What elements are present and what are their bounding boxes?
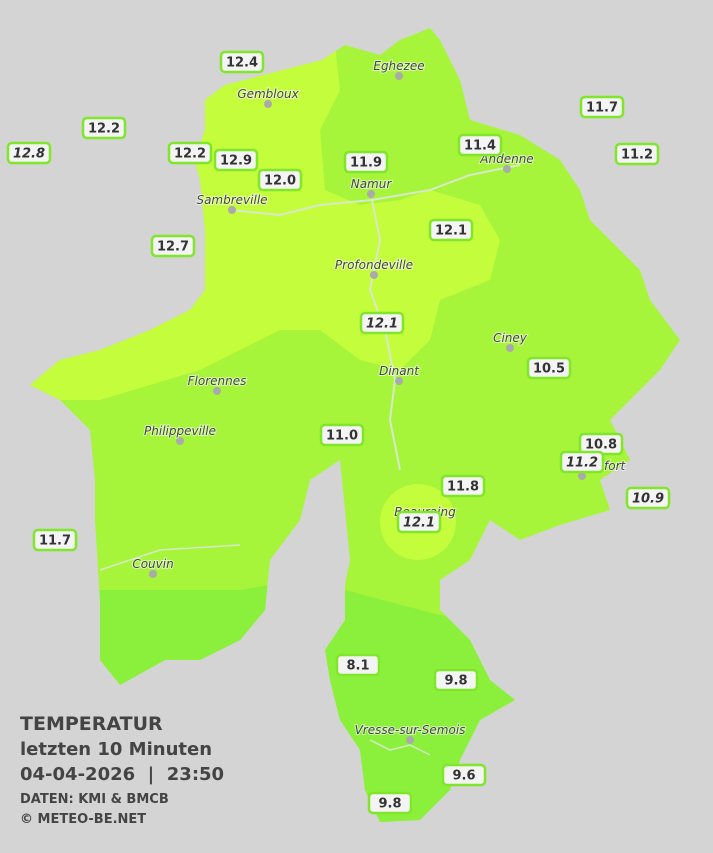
city-label: Sambreville [196,193,267,207]
city-label: Eghezee [373,59,424,73]
legend-title: TEMPERATUR [20,713,163,735]
station-box [559,450,605,474]
river [369,739,431,756]
city-label: Gembloux [237,87,299,101]
station-box [625,486,671,510]
station-value: 12.1 [366,317,398,332]
station-value: 11.8 [447,480,479,495]
station-value: 9.8 [378,797,401,812]
city-dot [406,736,414,744]
station-box [526,356,572,380]
city-dot [395,72,403,80]
river [229,164,521,217]
station-box [213,148,259,172]
city-label: Namur [351,177,393,191]
station-box [6,141,52,165]
river [99,544,241,571]
station-box [428,218,474,242]
city-label: Profondeville [335,258,413,272]
station-value: 11.0 [326,429,358,444]
station-box [440,474,486,498]
city-dot [370,271,378,279]
station-box [396,510,442,534]
station-box [441,763,487,787]
city-dot [213,387,221,395]
legend-source: DATEN: KMI & BMCB [20,792,169,807]
station-box [359,311,405,335]
station-value: 11.7 [586,101,618,116]
city-label: Philippeville [144,424,216,438]
station-box [579,95,625,119]
stations: 12.4 12.2 12.8 12.2 12.9 12.0 11.9 11.4 11.7 11.2… [6,50,671,815]
city-label: Ciney [493,331,528,345]
station-value: 12.7 [157,240,189,255]
city-dot [367,190,375,198]
legend-copyright: © METEO-BE.NET [20,812,146,827]
station-value: 10.5 [533,362,565,377]
station-value: 11.2 [566,456,598,471]
station-value: 10.9 [632,492,664,507]
station-value: 9.6 [452,769,475,784]
station-box [81,116,127,140]
city-label: Vresse-sur-Semois [355,723,466,737]
city-label: Dinant [379,364,420,378]
station-value: 8.1 [346,659,369,674]
station-box [319,423,365,447]
station-value: 11.4 [464,139,496,154]
city-dot [506,344,514,352]
station-box [433,668,479,692]
city-dot [149,570,157,578]
station-box [167,141,213,165]
station-box [32,528,78,552]
station-value: 9.8 [444,674,467,689]
city-dot [503,165,511,173]
city-dot [176,437,184,445]
station-value: 11.2 [621,148,653,163]
legend: TEMPERATUR letzten 10 Minuten 04-04-2026… [20,713,224,827]
station-box [457,133,503,157]
city-label: Florennes [188,374,247,388]
station-value: 12.0 [264,174,296,189]
station-box [219,50,265,74]
station-value: 12.2 [88,122,120,137]
station-box [343,150,389,174]
station-value: 10.8 [585,438,617,453]
station-value: 12.4 [226,56,258,71]
station-value: 12.2 [174,147,206,162]
station-value: 11.7 [39,534,71,549]
station-box [367,791,413,815]
city-dot [578,472,586,480]
legend-datetime: 04-04-2026 | 23:50 [20,764,224,785]
legend-period: letzten 10 Minuten [20,739,212,760]
station-value: 12.1 [403,516,435,531]
station-box [614,142,660,166]
city-dot [395,377,403,385]
station-value: 12.1 [435,224,467,239]
station-value: 12.9 [220,154,252,169]
station-value: 12.8 [13,147,45,162]
station-box [150,234,196,258]
station-value: 11.9 [350,156,382,171]
city-label: Couvin [132,557,173,571]
city-dot [264,100,272,108]
city-dot [228,206,236,214]
station-box [257,168,303,192]
station-box [335,653,381,677]
